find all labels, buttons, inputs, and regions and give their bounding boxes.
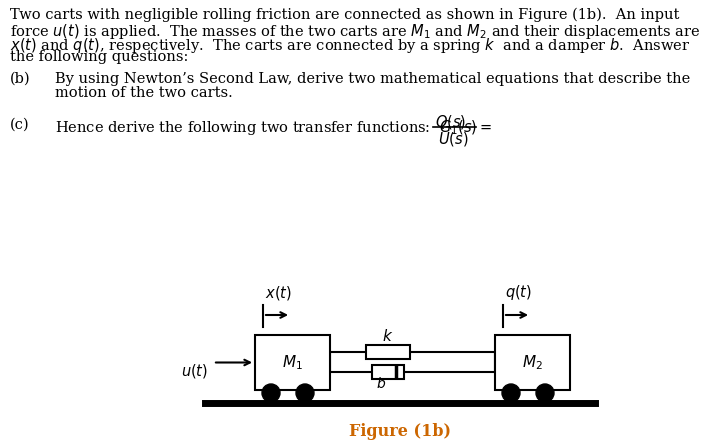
Text: (c): (c) [10,118,29,132]
Text: $u(t)$: $u(t)$ [182,361,209,380]
Bar [255,335,330,390]
Text: Hence derive the following two transfer functions:  $G_1(s) =$: Hence derive the following two transfer … [55,118,492,137]
Text: the following questions:: the following questions: [10,50,189,64]
Circle shape [296,384,314,402]
Bar [495,335,570,390]
Bar [366,345,410,359]
Text: $x(t)$ and $q(t)$, respectively.  The carts are connected by a spring $k$  and a: $x(t)$ and $q(t)$, respectively. The car… [10,36,690,55]
Circle shape [502,384,520,402]
Text: $k$: $k$ [382,328,394,344]
Text: Two carts with negligible rolling friction are connected as shown in Figure (1b): Two carts with negligible rolling fricti… [10,8,679,22]
Circle shape [536,384,554,402]
Text: (b): (b) [10,72,31,86]
Text: $U(s)$: $U(s)$ [438,130,468,148]
Text: $M_1$: $M_1$ [282,353,303,372]
Text: By using Newton’s Second Law, derive two mathematical equations that describe th: By using Newton’s Second Law, derive two… [55,72,690,86]
Text: force $u(t)$ is applied.  The masses of the two carts are $M_1$ and $M_2$ and th: force $u(t)$ is applied. The masses of t… [10,22,700,41]
Circle shape [262,384,280,402]
Text: $x(t)$: $x(t)$ [265,284,292,302]
Bar [372,365,404,379]
Text: $q(t)$: $q(t)$ [505,283,532,302]
Text: motion of the two carts.: motion of the two carts. [55,86,233,100]
Text: $Q(s)$: $Q(s)$ [435,113,466,131]
Text: $M_2$: $M_2$ [522,353,543,372]
Text: Figure (1b): Figure (1b) [349,424,451,441]
Text: $b$: $b$ [376,376,386,391]
